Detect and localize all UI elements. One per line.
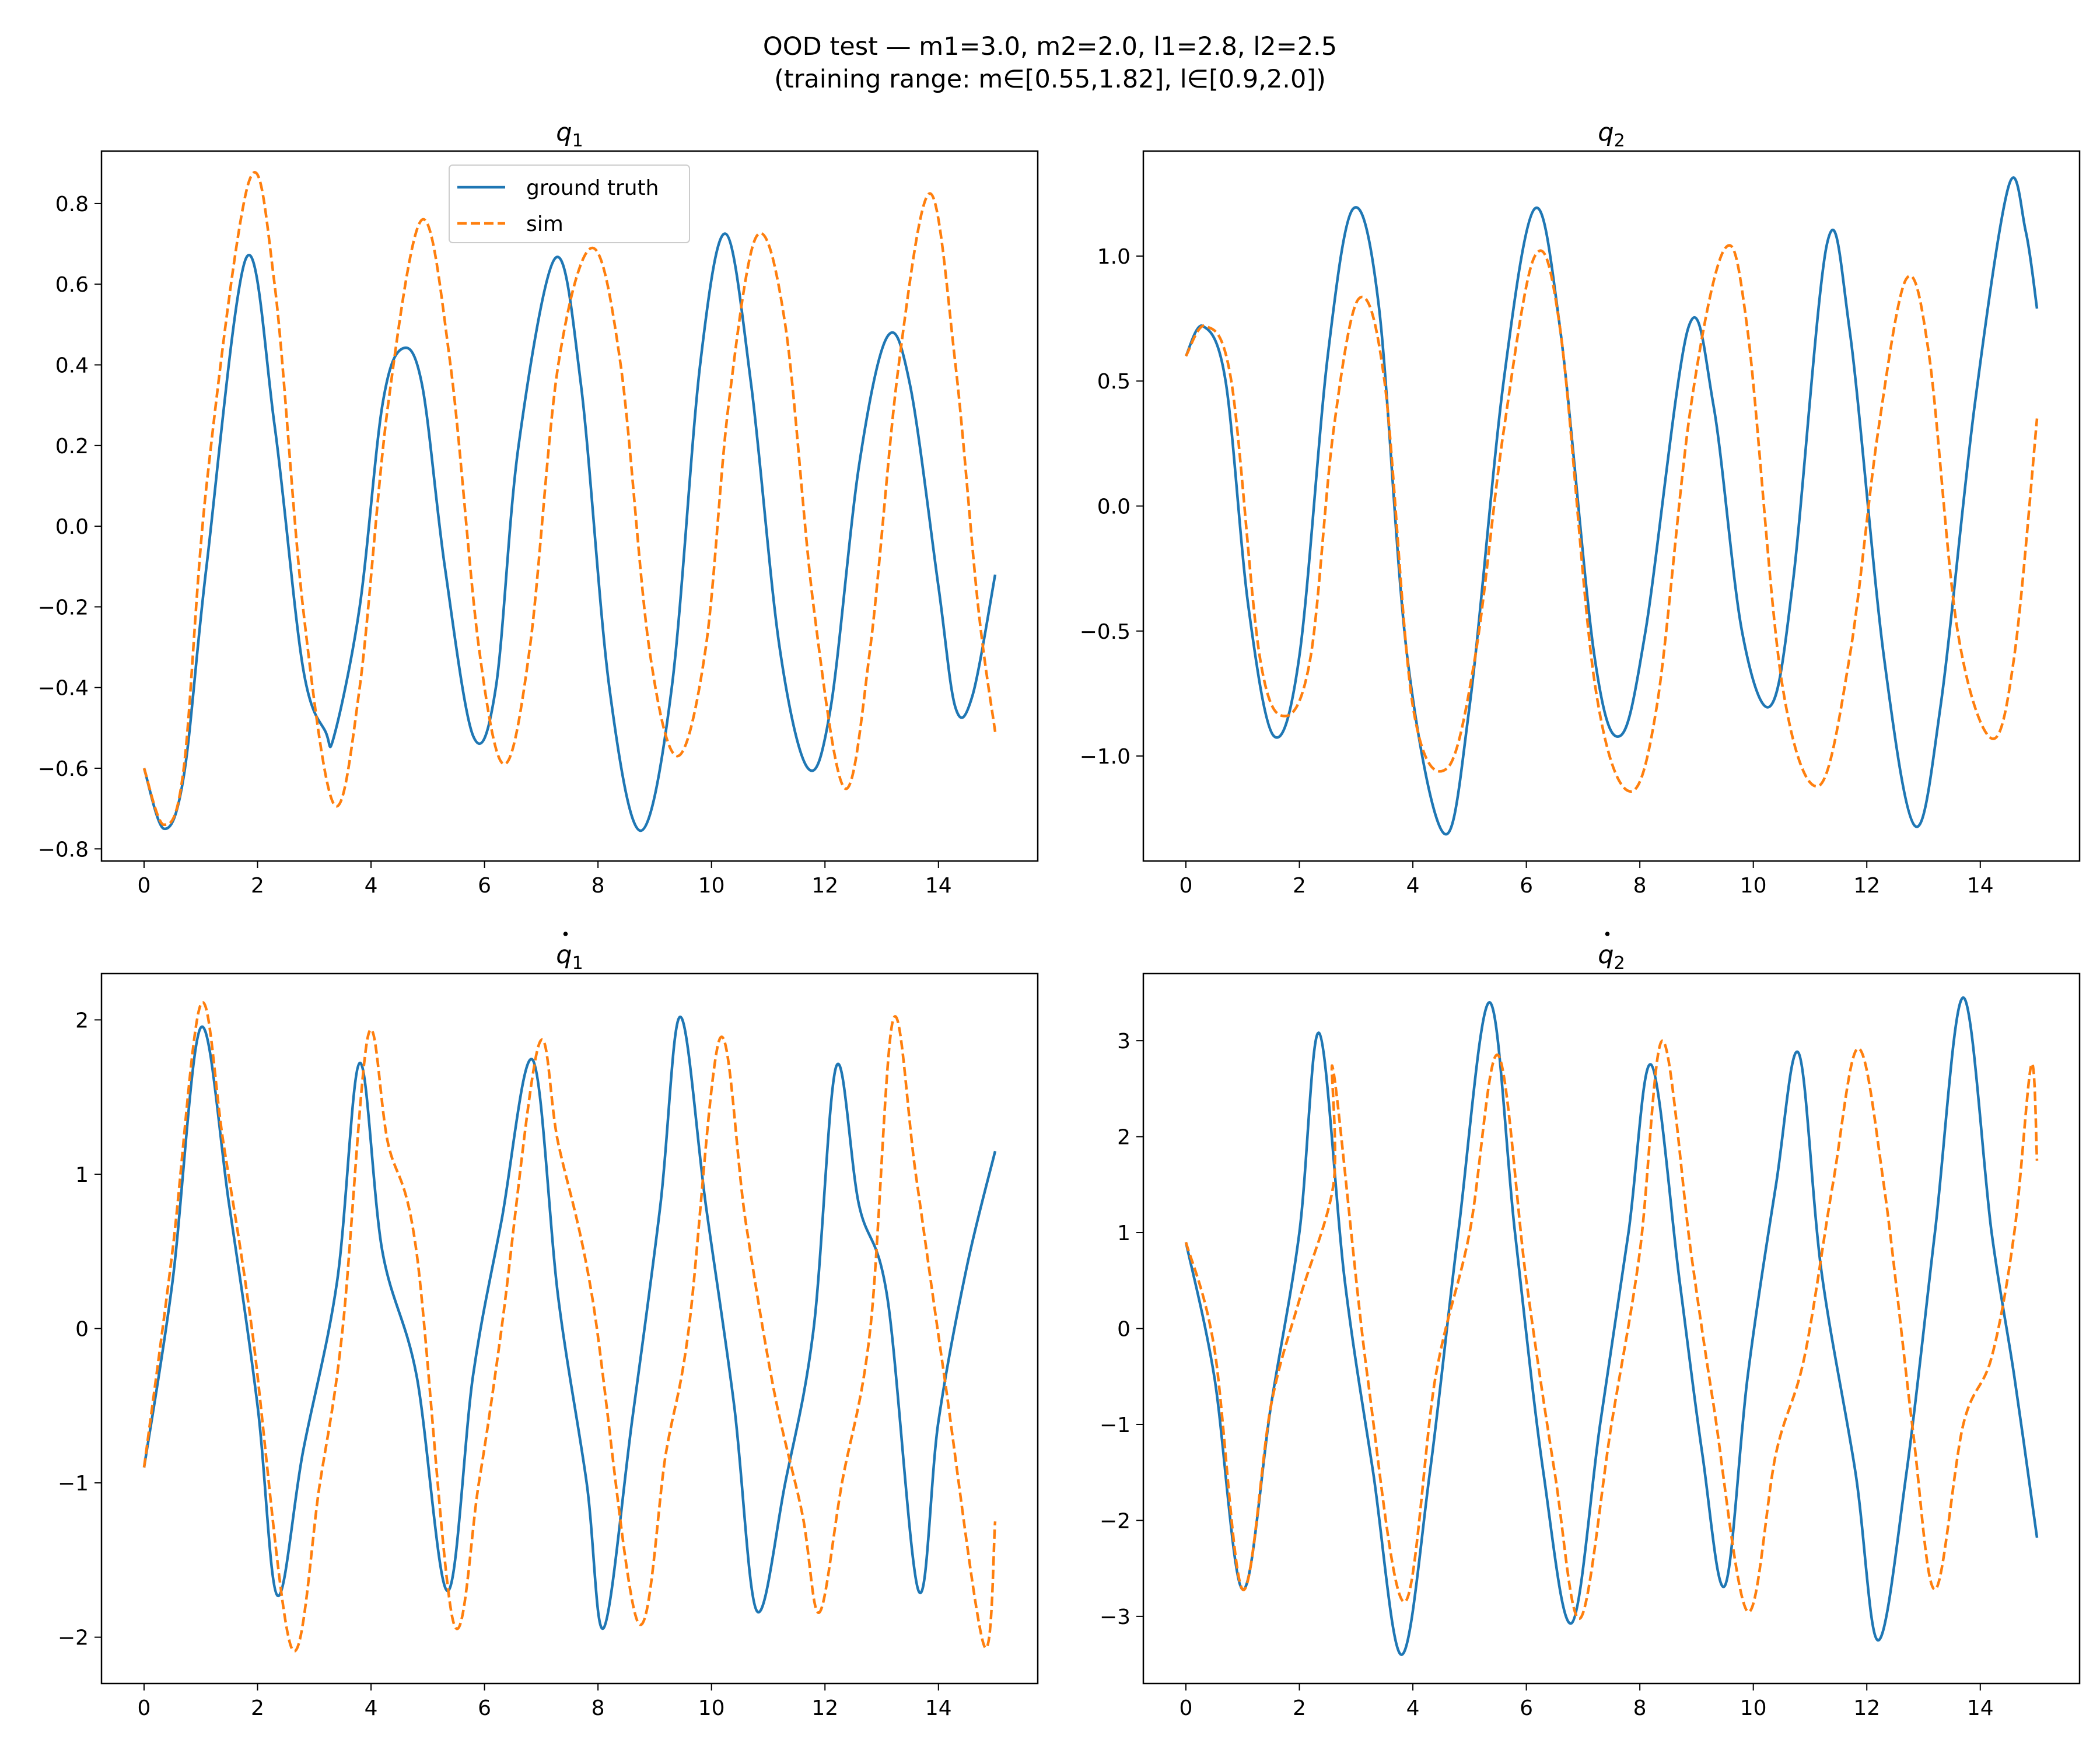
x-tick-label: 10 — [698, 1696, 725, 1720]
x-tick-label: 8 — [592, 874, 605, 898]
panel-title: q1 — [556, 118, 583, 151]
title-dot-accent — [1605, 932, 1610, 936]
series-line-ground-truth-panel-2 — [1184, 176, 2039, 836]
x-tick-label: 14 — [925, 1696, 952, 1720]
y-tick-label: 0.5 — [1097, 370, 1130, 394]
panel-title-text: q2 — [1598, 940, 1625, 974]
x-tick-label: 0 — [1180, 1696, 1193, 1720]
panel-title-text: q1 — [556, 118, 583, 151]
legend: ground truth sim — [449, 164, 690, 243]
title-dot-accent — [563, 932, 568, 936]
x-tick-label: 14 — [1967, 1696, 1994, 1720]
panel-title: q2 — [1598, 118, 1625, 151]
y-tick-label: −0.4 — [38, 677, 89, 701]
x-tick-label: 12 — [811, 874, 838, 898]
suptitle-line2: (training range: m∈[0.55,1.82], l∈[0.9,2… — [774, 65, 1326, 94]
x-tick-label: 8 — [1633, 1696, 1647, 1720]
y-tick-label: 0.2 — [55, 435, 89, 459]
panel-1: 0 2 4 6 8 10 12 14 −0.8 −0.6 −0.4 −0.2 0.0 0.2 0.4 0.6 0… — [38, 118, 1039, 898]
y-tick-label: −2 — [58, 1626, 89, 1650]
y-tick-label: 0.0 — [1097, 495, 1130, 519]
x-tick-label: 6 — [1520, 874, 1533, 898]
series-line-sim-panel-4 — [1184, 1039, 2039, 1620]
x-tick-label: 8 — [592, 1696, 605, 1720]
panel-title-text: q1 — [556, 940, 583, 974]
x-tick-label: 6 — [1520, 1696, 1533, 1720]
x-tick-label: 2 — [1293, 874, 1306, 898]
series-line-ground-truth-panel-1 — [142, 232, 997, 832]
y-tick-label: −0.5 — [1080, 620, 1130, 644]
y-tick-label: 0 — [75, 1318, 89, 1342]
legend-box — [449, 164, 690, 243]
panels: 0 2 4 6 8 10 12 14−0.8−0.6−0.4−0.20.00.20.40.60… — [38, 118, 2081, 1720]
series-line-ground-truth-panel-4 — [1184, 996, 2039, 1656]
series-line-sim-panel-2 — [1185, 244, 2039, 793]
y-tick-label: 0.0 — [55, 515, 89, 539]
x-tick-label: 12 — [1853, 874, 1880, 898]
x-tick-label: 4 — [365, 1696, 378, 1720]
y-tick-label: 0.6 — [55, 273, 89, 297]
y-tick-label: −2 — [1100, 1509, 1130, 1533]
panel-2: 0 2 4 6 8 10 12 14 −1.0 −0.5 0.0 0.5 1.0 q2 — [1080, 118, 2081, 898]
series-line-sim-panel-3 — [142, 1001, 997, 1653]
suptitle-line1: OOD test — m1=3.0, m2=2.0, l1=2.8, l2=2.… — [763, 32, 1337, 61]
x-tick-label: 12 — [1853, 1696, 1880, 1720]
x-tick-label: 8 — [1633, 874, 1647, 898]
y-tick-label: −0.6 — [38, 757, 89, 781]
y-tick-label: 1 — [75, 1163, 89, 1187]
y-tick-label: 0.8 — [55, 192, 89, 216]
y-tick-label: 3 — [1117, 1030, 1130, 1054]
y-tick-label: −1 — [1100, 1413, 1130, 1437]
x-tick-label: 4 — [365, 874, 378, 898]
y-tick-label: −0.2 — [38, 596, 89, 620]
x-tick-label: 4 — [1406, 874, 1420, 898]
legend-label-sim: sim — [526, 212, 564, 236]
x-tick-label: 14 — [1967, 874, 1994, 898]
x-tick-label: 10 — [1740, 874, 1767, 898]
x-tick-label: 2 — [251, 874, 264, 898]
y-tick-label: −3 — [1100, 1605, 1130, 1629]
y-tick-label: 0.4 — [55, 354, 89, 377]
axes-frame — [100, 150, 1039, 862]
y-tick-label: −0.8 — [38, 838, 89, 862]
x-tick-label: 14 — [925, 874, 952, 898]
x-tick-label: 0 — [1180, 874, 1193, 898]
x-tick-label: 6 — [478, 874, 491, 898]
series-line-sim-panel-1 — [142, 171, 997, 827]
y-tick-label: 1 — [1117, 1222, 1130, 1245]
x-tick-label: 4 — [1406, 1696, 1420, 1720]
y-tick-label: 1.0 — [1097, 245, 1130, 269]
y-tick-label: 2 — [1117, 1126, 1130, 1150]
x-tick-label: 2 — [251, 1696, 264, 1720]
panel-title-text: q2 — [1598, 118, 1625, 151]
legend-label-ground-truth: ground truth — [526, 176, 659, 200]
x-tick-label: 10 — [1740, 1696, 1767, 1720]
y-tick-label: 2 — [75, 1009, 89, 1032]
y-tick-label: 0 — [1117, 1318, 1130, 1342]
x-tick-label: 0 — [138, 1696, 151, 1720]
panel-title: q1 — [556, 932, 583, 974]
x-tick-label: 12 — [811, 1696, 838, 1720]
y-tick-label: −1 — [58, 1472, 89, 1496]
x-tick-label: 10 — [698, 874, 725, 898]
y-tick-label: −1.0 — [1080, 745, 1130, 769]
x-tick-label: 2 — [1293, 1696, 1306, 1720]
panel-title: q2 — [1598, 932, 1625, 974]
x-tick-label: 0 — [138, 874, 151, 898]
x-tick-label: 6 — [478, 1696, 491, 1720]
